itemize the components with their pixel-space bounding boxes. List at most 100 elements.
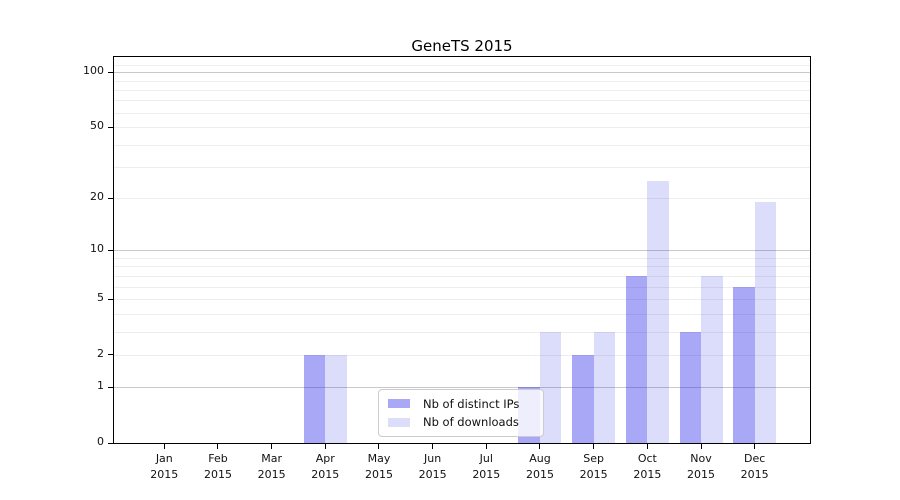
bar-distinct-ips <box>733 286 755 443</box>
x-tick-label-line: Oct <box>637 452 657 465</box>
gridline-major <box>114 387 810 389</box>
x-tick-label-line: 2015 <box>203 468 232 481</box>
bar-downloads <box>701 275 723 443</box>
x-tick-label-line: Feb <box>208 452 228 465</box>
legend-item-downloads: Nb of downloads <box>388 415 534 429</box>
x-tick-label: Nov 2015 <box>674 451 728 483</box>
gridline-minor <box>114 89 810 91</box>
x-tick-label: Aug 2015 <box>513 451 567 483</box>
gridline-minor <box>114 257 810 259</box>
y-tick-label: 1 <box>97 379 104 393</box>
gridline-minor <box>114 286 810 288</box>
y-tick-mark <box>108 126 113 128</box>
bar-distinct-ips <box>679 331 701 443</box>
bar-downloads <box>754 202 777 443</box>
gridline-minor <box>114 80 810 82</box>
y-tick-mark <box>108 71 113 73</box>
y-tick-label: 20 <box>90 190 104 204</box>
x-tick-mark <box>432 444 434 449</box>
gridline-minor <box>114 313 810 315</box>
bar-distinct-ips <box>572 354 594 443</box>
x-tick-label-line: Mar <box>261 452 282 465</box>
x-tick-mark <box>754 444 756 449</box>
bar-downloads <box>647 181 669 443</box>
legend-label-distinct-ips: Nb of distinct IPs <box>423 396 520 411</box>
x-tick-mark <box>378 444 380 449</box>
x-tick-label: Jul 2015 <box>459 451 513 483</box>
legend-item-distinct-ips: Nb of distinct IPs <box>388 397 534 411</box>
gridline-minor <box>114 198 810 200</box>
bar-distinct-ips <box>625 275 648 443</box>
chart-title: GeneTS 2015 <box>411 37 513 55</box>
gridline-minor <box>114 275 810 277</box>
x-tick-mark <box>271 444 273 449</box>
legend-swatch-downloads <box>388 417 410 427</box>
x-tick-mark <box>163 444 165 449</box>
gridline-minor <box>114 127 810 129</box>
x-tick-label-line: Apr <box>315 452 335 465</box>
x-tick-label-line: 2015 <box>364 468 393 481</box>
x-tick-mark <box>700 444 702 449</box>
x-tick-label-line: Jun <box>424 452 442 465</box>
y-tick-mark <box>108 298 113 300</box>
x-tick-label-line: Sep <box>583 452 605 465</box>
gridline-minor <box>114 331 810 333</box>
y-tick-mark <box>108 249 113 251</box>
gridline-minor <box>114 354 810 356</box>
y-tick-mark <box>108 386 113 388</box>
legend-swatch-distinct-ips <box>388 399 410 409</box>
bar-downloads <box>593 331 616 443</box>
x-tick-label-line: 2015 <box>525 468 554 481</box>
x-tick-label-line: 2015 <box>579 468 608 481</box>
x-tick-mark <box>593 444 595 449</box>
x-tick-label: Jan 2015 <box>137 451 191 483</box>
x-tick-mark <box>217 444 219 449</box>
gridline-minor <box>114 167 810 169</box>
x-tick-label-line: Jul <box>479 452 493 465</box>
gridline-minor <box>114 144 810 146</box>
x-tick-label-line: 2015 <box>257 468 286 481</box>
x-tick-label-line: 2015 <box>687 468 715 481</box>
gridline-minor <box>114 64 810 66</box>
x-tick-label: Apr 2015 <box>298 451 352 483</box>
plot-area <box>113 56 811 444</box>
gridline-minor <box>114 100 810 102</box>
x-tick-label-line: Jan <box>155 452 173 465</box>
x-tick-label-line: Nov <box>690 452 712 465</box>
bar-distinct-ips <box>303 354 326 443</box>
y-tick-mark <box>108 197 113 199</box>
x-tick-mark <box>539 444 541 449</box>
x-tick-label-line: 2015 <box>311 468 340 481</box>
x-tick-label: Jun 2015 <box>406 451 460 483</box>
x-tick-label-line: 2015 <box>150 468 179 481</box>
y-tick-label: 10 <box>90 242 104 256</box>
bar-downloads <box>325 354 347 443</box>
x-tick-label: May 2015 <box>352 451 406 483</box>
x-tick-label: Oct 2015 <box>620 451 674 483</box>
x-tick-label-line: May <box>367 452 391 465</box>
x-tick-label-line: 2015 <box>472 468 501 481</box>
x-tick-label-line: Dec <box>744 452 766 465</box>
y-tick-label: 0 <box>97 435 104 448</box>
bar-downloads <box>539 331 562 443</box>
x-tick-label-line: 2015 <box>740 468 769 481</box>
y-tick-label: 50 <box>90 119 104 133</box>
x-tick-label: Sep 2015 <box>567 451 621 483</box>
y-tick-label: 100 <box>83 64 104 78</box>
x-tick-label: Feb 2015 <box>191 451 245 483</box>
legend: Nb of distinct IPs Nb of downloads <box>378 389 544 437</box>
gridline-major <box>114 72 810 74</box>
x-tick-mark <box>485 444 487 449</box>
gridline-minor <box>114 299 810 301</box>
x-tick-label: Dec 2015 <box>728 451 782 483</box>
gridline-minor <box>114 266 810 268</box>
y-tick-mark <box>108 354 113 356</box>
y-tick-mark <box>108 442 113 444</box>
x-tick-mark <box>324 444 326 449</box>
x-tick-mark <box>646 444 648 449</box>
x-tick-label-line: 2015 <box>418 468 447 481</box>
gridline-minor <box>114 112 810 114</box>
y-tick-label: 2 <box>97 346 104 360</box>
gridline-major <box>114 250 810 252</box>
x-tick-label: Mar 2015 <box>245 451 299 483</box>
